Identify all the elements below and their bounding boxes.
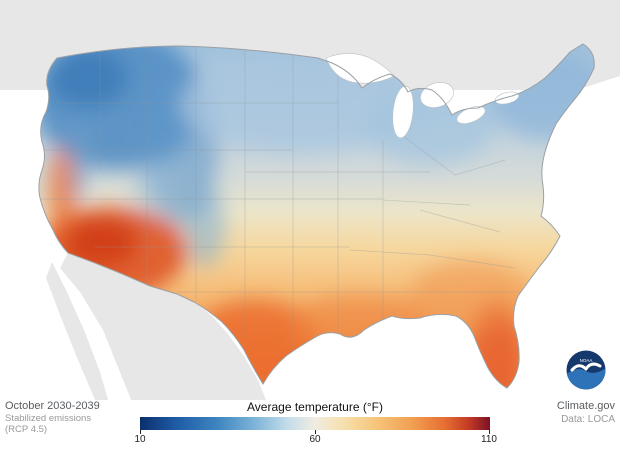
us-outline (38, 43, 595, 389)
colorbar-label-min: 10 (134, 434, 146, 445)
scenario-detail-label: (RCP 4.5) (5, 424, 48, 435)
attribution: Climate.gov Data: LOCA (557, 399, 615, 427)
state-borders (38, 46, 520, 352)
baja-landmass (46, 262, 108, 400)
colorbar-tick-mid (315, 430, 316, 434)
period-label: October 2030-2039 (5, 400, 100, 412)
colorbar-tick-min (140, 430, 141, 434)
scenario-label: Stabilized emissions (5, 413, 92, 424)
site-label: Climate.gov (556, 400, 615, 412)
noaa-logo-text: NOAA (580, 358, 593, 363)
colorbar-tick-max (489, 430, 490, 434)
colorbar-label-max: 110 (481, 434, 497, 445)
us-temperature-map (0, 0, 620, 400)
colorbar (140, 417, 490, 430)
mexico-landmass (60, 253, 266, 400)
lake-michigan (392, 85, 414, 139)
legend-title: Average temperature (°F) (247, 400, 383, 414)
data-source-label: Data: LOCA (561, 414, 615, 425)
gull-icon (570, 362, 602, 372)
colorbar-label-mid: 60 (309, 434, 321, 445)
noaa-logo: NOAA (566, 350, 606, 390)
map-caption: October 2030-2039 Stabilized emissions (… (5, 399, 100, 435)
